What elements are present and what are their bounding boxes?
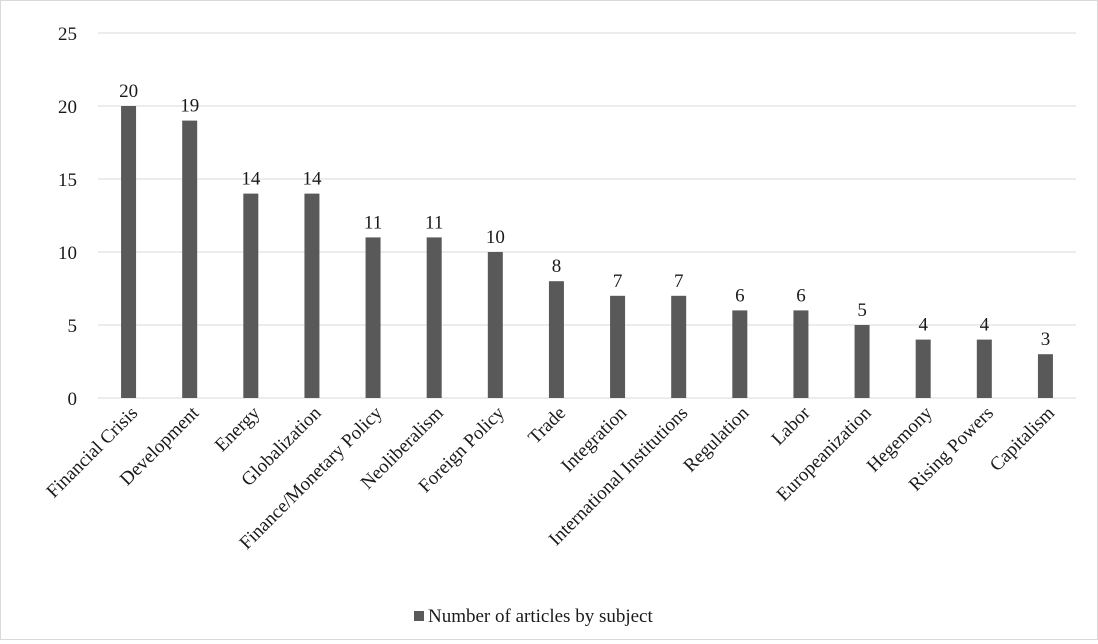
data-label: 14 (302, 169, 322, 190)
bar (121, 106, 137, 398)
y-tick-label: 10 (58, 243, 77, 264)
data-label: 14 (241, 169, 261, 190)
legend-swatch (414, 611, 424, 621)
data-label: 7 (613, 271, 623, 292)
category-label: Energy (211, 402, 265, 456)
data-label: 20 (119, 81, 138, 102)
data-label: 4 (918, 315, 928, 336)
y-axis-ticks: 0 5 10 15 20 25 (58, 24, 77, 410)
bar (304, 193, 320, 398)
y-tick-label: 20 (58, 97, 77, 118)
bar (548, 281, 564, 398)
data-label: 11 (364, 212, 382, 233)
data-label: 5 (857, 300, 867, 321)
data-label: 6 (735, 285, 745, 306)
data-label: 10 (486, 227, 505, 248)
gridlines (98, 32, 1076, 399)
bar (854, 325, 870, 398)
bar (243, 193, 259, 398)
bar (487, 252, 503, 398)
y-tick-label: 15 (58, 170, 77, 191)
legend: Number of articles by subject (414, 606, 653, 627)
category-label: Labor (768, 402, 815, 449)
data-labels: 20 19 14 14 11 11 10 8 7 7 6 6 5 4 4 3 (119, 81, 1050, 350)
category-label: Regulation (680, 402, 754, 476)
y-tick-label: 0 (68, 389, 78, 410)
legend-label: Number of articles by subject (428, 606, 653, 627)
data-label: 4 (980, 315, 990, 336)
y-tick-label: 5 (68, 316, 78, 337)
bar (671, 295, 687, 398)
bar (365, 237, 381, 398)
data-label: 11 (425, 212, 443, 233)
bar (426, 237, 442, 398)
data-label: 7 (674, 271, 684, 292)
bar (182, 120, 198, 398)
bar (915, 339, 931, 398)
data-label: 6 (796, 285, 806, 306)
bar (732, 310, 748, 398)
data-label: 8 (552, 256, 562, 277)
data-label: 19 (180, 96, 199, 117)
y-tick-label: 25 (58, 24, 77, 45)
bar (976, 339, 992, 398)
bar (610, 295, 626, 398)
bars (121, 106, 1053, 398)
bar (793, 310, 809, 398)
category-label: Trade (524, 403, 570, 449)
data-label: 3 (1041, 329, 1051, 350)
category-label: Capitalism (986, 403, 1059, 476)
bar (1037, 354, 1053, 398)
